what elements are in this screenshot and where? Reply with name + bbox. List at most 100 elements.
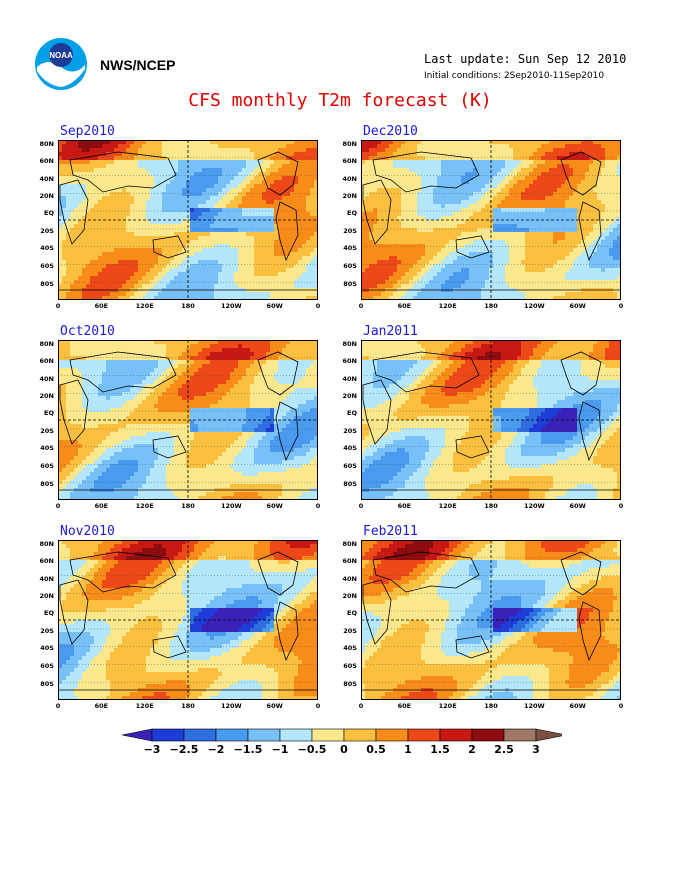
colorbar-swatch bbox=[215, 728, 249, 742]
t2m-map bbox=[361, 340, 621, 500]
colorbar-swatch bbox=[343, 728, 377, 742]
lon-tick-label: 60W bbox=[569, 502, 586, 510]
lon-tick-label: 60E bbox=[397, 702, 412, 710]
lat-tick-label: 20N bbox=[39, 592, 55, 600]
colorbar-swatch bbox=[471, 728, 505, 742]
lat-tick-label: EQ bbox=[44, 609, 54, 617]
colorbar-swatch bbox=[183, 728, 217, 742]
lat-tick-label: 80S bbox=[40, 280, 54, 288]
lat-tick-label: 20N bbox=[39, 392, 55, 400]
lat-tick-label: 20S bbox=[40, 227, 54, 235]
lon-tick-label: 0 bbox=[358, 702, 364, 710]
lon-tick-label: 0 bbox=[315, 302, 321, 310]
panel-jan2011: Jan2011 80N 60N 40N 20N EQ 20S 40S 60S 80S 0 60E 12… bbox=[343, 324, 661, 514]
lon-tick-label: 60W bbox=[266, 302, 283, 310]
panel-label: Oct2010 bbox=[60, 324, 115, 339]
lon-tick-label: 60W bbox=[266, 502, 283, 510]
lon-tick-label: 180 bbox=[484, 502, 498, 510]
panel-label: Jan2011 bbox=[363, 324, 418, 339]
panel-label: Sep2010 bbox=[60, 124, 115, 139]
lon-tick-label: 0 bbox=[55, 302, 61, 310]
lat-tick-label: 80N bbox=[342, 540, 358, 548]
lon-tick-label: 180 bbox=[181, 302, 195, 310]
lat-tick-label: 20S bbox=[40, 427, 54, 435]
t2m-map bbox=[361, 140, 621, 300]
lat-tick-label: 80S bbox=[343, 280, 357, 288]
panel-label: Nov2010 bbox=[60, 524, 115, 539]
lon-tick-label: 120E bbox=[438, 702, 457, 710]
lat-tick-label: 40N bbox=[342, 175, 358, 183]
lon-tick-label: 0 bbox=[618, 702, 624, 710]
lon-tick-label: 60E bbox=[397, 302, 412, 310]
lon-tick-label: 120W bbox=[220, 302, 242, 310]
lat-tick-label: 40N bbox=[342, 375, 358, 383]
colorbar-swatch bbox=[439, 728, 473, 742]
lat-tick-label: 40S bbox=[343, 444, 357, 452]
lat-tick-label: 60S bbox=[40, 262, 54, 270]
last-update: Last update: Sun Sep 12 2010 bbox=[424, 52, 627, 66]
lat-tick-label: 20N bbox=[342, 192, 358, 200]
t2m-map bbox=[58, 340, 318, 500]
lat-tick-label: 80S bbox=[343, 680, 357, 688]
t2m-map bbox=[58, 140, 318, 300]
org-name: NWS/NCEP bbox=[100, 57, 176, 73]
lon-tick-label: 0 bbox=[358, 302, 364, 310]
lat-tick-label: 40N bbox=[39, 575, 55, 583]
lat-tick-label: 80N bbox=[39, 340, 55, 348]
lat-tick-label: 40S bbox=[40, 444, 54, 452]
colorbar-label: −3 bbox=[144, 743, 161, 756]
lon-tick-label: 60W bbox=[569, 302, 586, 310]
t2m-map bbox=[58, 540, 318, 700]
colorbar-swatch bbox=[407, 728, 441, 742]
lat-tick-label: 60S bbox=[343, 262, 357, 270]
lon-tick-label: 180 bbox=[484, 702, 498, 710]
lon-tick-label: 60E bbox=[94, 702, 109, 710]
colorbar-swatch bbox=[503, 728, 537, 742]
lat-tick-label: 40S bbox=[40, 244, 54, 252]
lon-tick-label: 120W bbox=[523, 502, 545, 510]
lat-tick-label: 40S bbox=[343, 244, 357, 252]
noaa-logo: NOAA bbox=[35, 38, 87, 90]
lon-tick-label: 180 bbox=[181, 702, 195, 710]
lat-tick-label: 20S bbox=[343, 627, 357, 635]
lat-tick-label: 80N bbox=[342, 140, 358, 148]
lon-tick-label: 0 bbox=[55, 702, 61, 710]
colorbar-label: 2 bbox=[468, 743, 476, 756]
lon-tick-label: 120E bbox=[438, 302, 457, 310]
lon-tick-label: 120W bbox=[523, 702, 545, 710]
lon-tick-label: 0 bbox=[315, 502, 321, 510]
colorbar-swatch bbox=[151, 728, 185, 742]
lat-tick-label: 40N bbox=[39, 175, 55, 183]
colorbar: −3 −2.5 −2 −1.5 −1 −0.5 0 0.5 1 1.5 2 2.5 3 bbox=[122, 728, 562, 756]
colorbar-label: −2 bbox=[208, 743, 225, 756]
colorbar-swatch bbox=[122, 728, 153, 742]
lon-tick-label: 180 bbox=[484, 302, 498, 310]
lat-tick-label: 80N bbox=[342, 340, 358, 348]
colorbar-label: 3 bbox=[532, 743, 540, 756]
lat-tick-label: 60N bbox=[342, 557, 358, 565]
lon-tick-label: 60E bbox=[397, 502, 412, 510]
lat-tick-label: 60N bbox=[342, 157, 358, 165]
page-title: CFS monthly T2m forecast (K) bbox=[188, 90, 492, 111]
lat-tick-label: 40N bbox=[342, 575, 358, 583]
lat-tick-label: 20N bbox=[342, 592, 358, 600]
colorbar-label: −0.5 bbox=[298, 743, 327, 756]
lat-tick-label: 80S bbox=[40, 480, 54, 488]
lon-tick-label: 0 bbox=[315, 702, 321, 710]
lat-tick-label: 60N bbox=[39, 357, 55, 365]
lon-tick-label: 0 bbox=[618, 302, 624, 310]
colorbar-label: 2.5 bbox=[494, 743, 514, 756]
lon-tick-label: 180 bbox=[181, 502, 195, 510]
lon-tick-label: 60E bbox=[94, 502, 109, 510]
colorbar-label: −2.5 bbox=[170, 743, 199, 756]
colorbar-swatch bbox=[311, 728, 345, 742]
t2m-map bbox=[361, 540, 621, 700]
lat-tick-label: 60N bbox=[39, 157, 55, 165]
lat-tick-label: 60N bbox=[342, 357, 358, 365]
panel-oct2010: Oct2010 80N 60N 40N 20N EQ 20S 40S 60S 80S 0 60E 12… bbox=[40, 324, 358, 514]
lat-tick-label: 20S bbox=[343, 427, 357, 435]
colorbar-label: −1.5 bbox=[234, 743, 263, 756]
lon-tick-label: 60W bbox=[569, 702, 586, 710]
lon-tick-label: 120E bbox=[438, 502, 457, 510]
lon-tick-label: 60E bbox=[94, 302, 109, 310]
